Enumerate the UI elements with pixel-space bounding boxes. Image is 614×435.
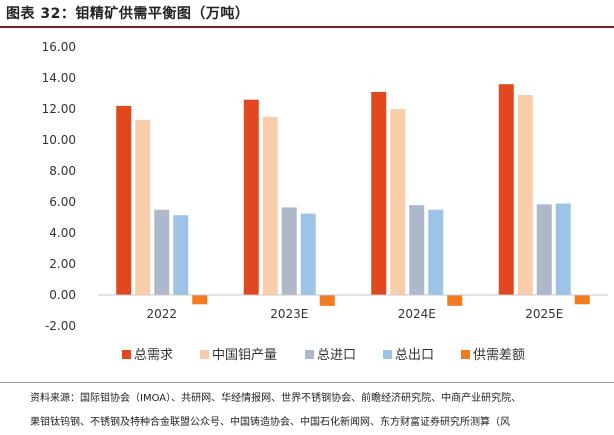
y-tick-label: 8.00 xyxy=(49,164,76,178)
legend-label: 总进口 xyxy=(317,348,356,363)
figure-title: 图表 32：钼精矿供需平衡图（万吨） xyxy=(6,6,250,22)
x-tick-label: 2025E xyxy=(525,307,563,321)
legend-swatch xyxy=(383,350,392,359)
bar xyxy=(536,204,552,295)
legend-label: 中国钼产量 xyxy=(212,348,277,363)
y-tick-label: 0.00 xyxy=(49,288,76,302)
bar xyxy=(192,295,208,305)
source-line-2: 果钼钛钨钢、不锈钢及特种合金联盟公众号、中国铸造协会、中国石化新闻网、东方财富证… xyxy=(30,417,510,428)
legend-label: 供需差额 xyxy=(473,348,525,363)
y-tick-label: 4.00 xyxy=(49,226,76,240)
legend-swatch xyxy=(461,350,470,359)
y-tick-label: 12.00 xyxy=(42,102,76,116)
bar xyxy=(447,295,463,306)
legend-swatch xyxy=(305,350,314,359)
bar xyxy=(262,116,278,295)
bar xyxy=(555,203,571,295)
source-note: 资料来源：国际钼协会（IMOA）、共研网、华经情报网、世界不锈钢协会、前瞻经济研… xyxy=(30,387,614,435)
bar xyxy=(517,95,533,295)
y-tick-label: 2.00 xyxy=(49,257,76,271)
bar xyxy=(243,99,259,295)
bar xyxy=(116,105,132,296)
bar xyxy=(498,84,514,295)
legend-label: 总出口 xyxy=(395,348,434,363)
bar xyxy=(409,205,425,295)
x-tick-label: 2024E xyxy=(398,307,436,321)
y-tick-label: 10.00 xyxy=(42,133,76,147)
legend-label: 总需求 xyxy=(134,348,173,363)
y-tick-label: 6.00 xyxy=(49,195,76,209)
source-line-1: 资料来源：国际钼协会（IMOA）、共研网、华经情报网、世界不锈钢协会、前瞻经济研… xyxy=(30,393,522,404)
bar xyxy=(135,119,151,295)
bar xyxy=(371,91,387,295)
y-tick-label: 16.00 xyxy=(42,40,76,54)
legend-swatch xyxy=(122,350,131,359)
source-divider xyxy=(0,382,614,383)
x-tick-label: 2022 xyxy=(146,307,177,321)
bar xyxy=(281,207,297,295)
legend-swatch xyxy=(200,350,209,359)
bar xyxy=(173,215,189,295)
bar-chart: 16.00 14.00 12.00 10.00 8.00 6.00 4.00 2.00 0.00… xyxy=(42,40,608,363)
y-tick-label: 14.00 xyxy=(42,71,76,85)
bar xyxy=(428,209,444,295)
title-divider xyxy=(0,26,614,28)
x-tick-label: 2023E xyxy=(270,307,308,321)
bar xyxy=(390,109,406,295)
bar xyxy=(300,213,316,295)
bar xyxy=(319,295,335,306)
bar xyxy=(154,209,170,295)
y-tick-label: -2.00 xyxy=(45,319,76,333)
bar xyxy=(574,295,590,305)
